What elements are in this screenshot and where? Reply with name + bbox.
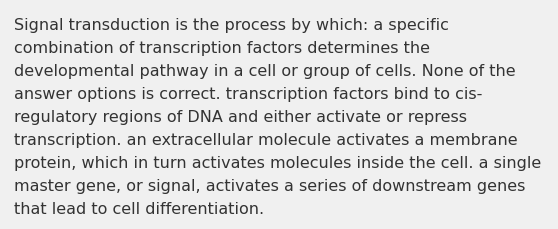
Text: transcription. an extracellular molecule activates a membrane: transcription. an extracellular molecule… <box>14 132 518 147</box>
Text: Signal transduction is the process by which: a specific: Signal transduction is the process by wh… <box>14 18 449 33</box>
Text: that lead to cell differentiation.: that lead to cell differentiation. <box>14 201 264 216</box>
Text: protein, which in turn activates molecules inside the cell. a single: protein, which in turn activates molecul… <box>14 155 541 170</box>
Text: master gene, or signal, activates a series of downstream genes: master gene, or signal, activates a seri… <box>14 178 526 193</box>
Text: combination of transcription factors determines the: combination of transcription factors det… <box>14 41 430 56</box>
Text: answer options is correct. transcription factors bind to cis-: answer options is correct. transcription… <box>14 87 482 101</box>
Text: regulatory regions of DNA and either activate or repress: regulatory regions of DNA and either act… <box>14 109 467 124</box>
Text: developmental pathway in a cell or group of cells. None of the: developmental pathway in a cell or group… <box>14 64 516 79</box>
